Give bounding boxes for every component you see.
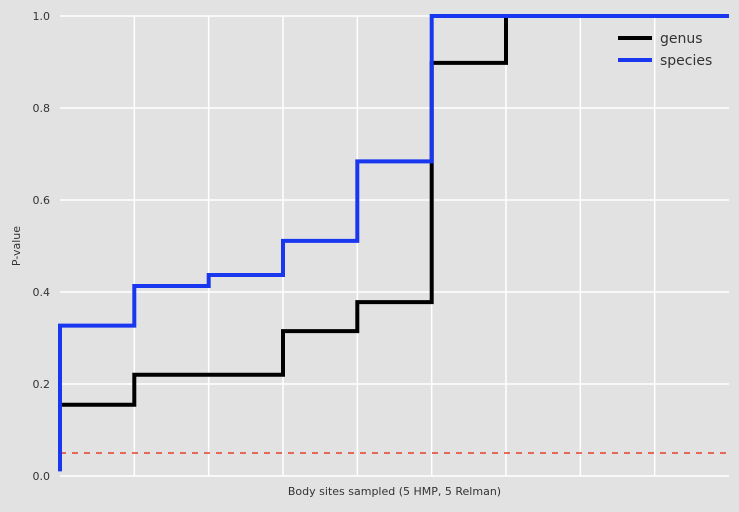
- series-line-genus: [58, 14, 729, 430]
- x-axis-label: Body sites sampled (5 HMP, 5 Relman): [288, 485, 501, 498]
- y-tick-label: 1.0: [33, 10, 51, 23]
- legend-label-species: species: [660, 53, 712, 69]
- y-tick-label: 0.4: [33, 286, 51, 299]
- y-tick-label: 0.0: [33, 470, 51, 483]
- y-tick-label: 0.2: [33, 378, 51, 391]
- y-axis-label: P-value: [10, 226, 23, 266]
- series-line-species: [58, 14, 729, 472]
- y-tick-label: 0.8: [33, 102, 51, 115]
- y-tick-label: 0.6: [33, 194, 51, 207]
- plot-area: [60, 16, 729, 476]
- legend-label-genus: genus: [660, 31, 703, 47]
